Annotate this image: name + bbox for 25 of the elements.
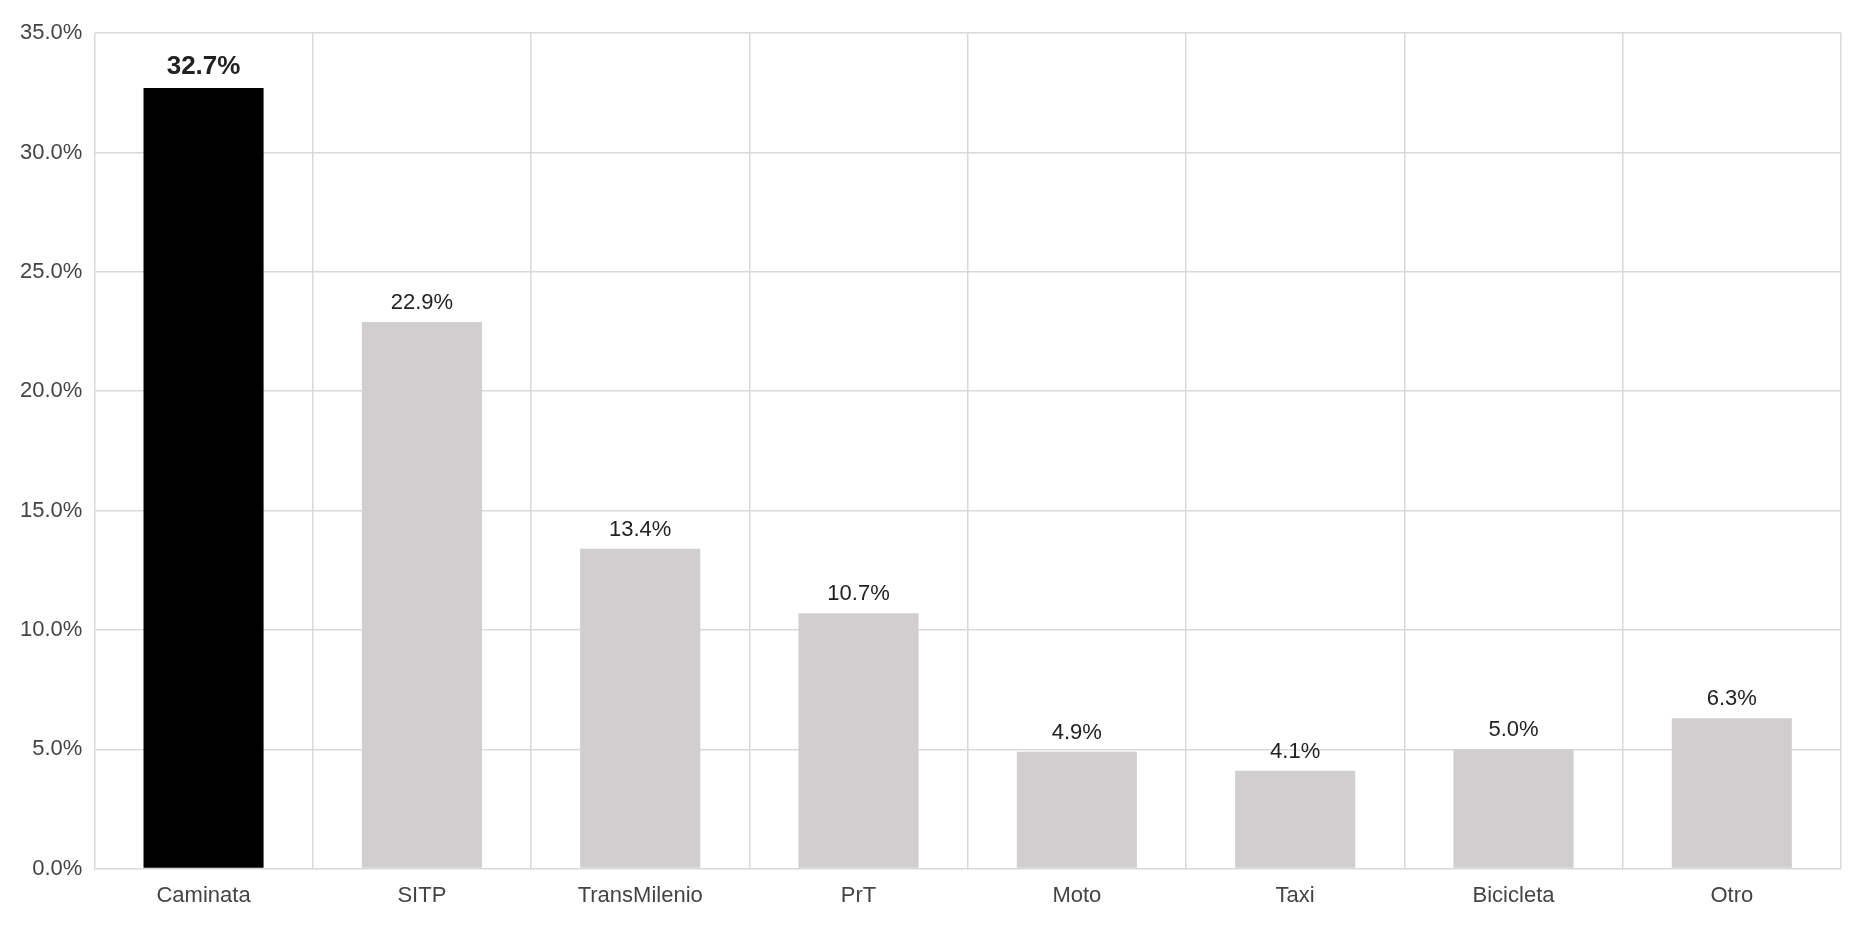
data-label: 6.3% xyxy=(1706,685,1757,711)
data-label: 32.7% xyxy=(166,50,241,81)
x-tick-label: Bicicleta xyxy=(1472,881,1556,907)
data-label: 4.1% xyxy=(1270,737,1321,763)
x-tick-label: PrT xyxy=(840,881,877,907)
data-label: 13.4% xyxy=(609,515,672,541)
x-tick-label: SITP xyxy=(397,881,447,907)
y-tick-label: 10.0% xyxy=(19,615,83,641)
y-tick-label: 25.0% xyxy=(19,257,83,283)
x-tick-label: Caminata xyxy=(156,881,252,907)
y-tick-label: 20.0% xyxy=(19,377,83,403)
y-tick-label: 35.0% xyxy=(19,19,83,45)
bar xyxy=(143,88,264,868)
y-tick-label: 0.0% xyxy=(32,854,83,880)
x-tick-label: TransMilenio xyxy=(577,881,703,907)
data-label: 4.9% xyxy=(1051,718,1102,744)
x-tick-label: Taxi xyxy=(1275,881,1315,907)
data-label: 5.0% xyxy=(1488,716,1539,742)
y-tick-label: 5.0% xyxy=(32,735,83,761)
data-label: 10.7% xyxy=(827,580,890,606)
data-label: 22.9% xyxy=(390,289,454,315)
x-tick-label: Otro xyxy=(1710,881,1754,907)
x-tick-label: Moto xyxy=(1052,881,1102,907)
y-tick-label: 30.0% xyxy=(19,138,83,164)
y-tick-label: 15.0% xyxy=(19,496,83,522)
